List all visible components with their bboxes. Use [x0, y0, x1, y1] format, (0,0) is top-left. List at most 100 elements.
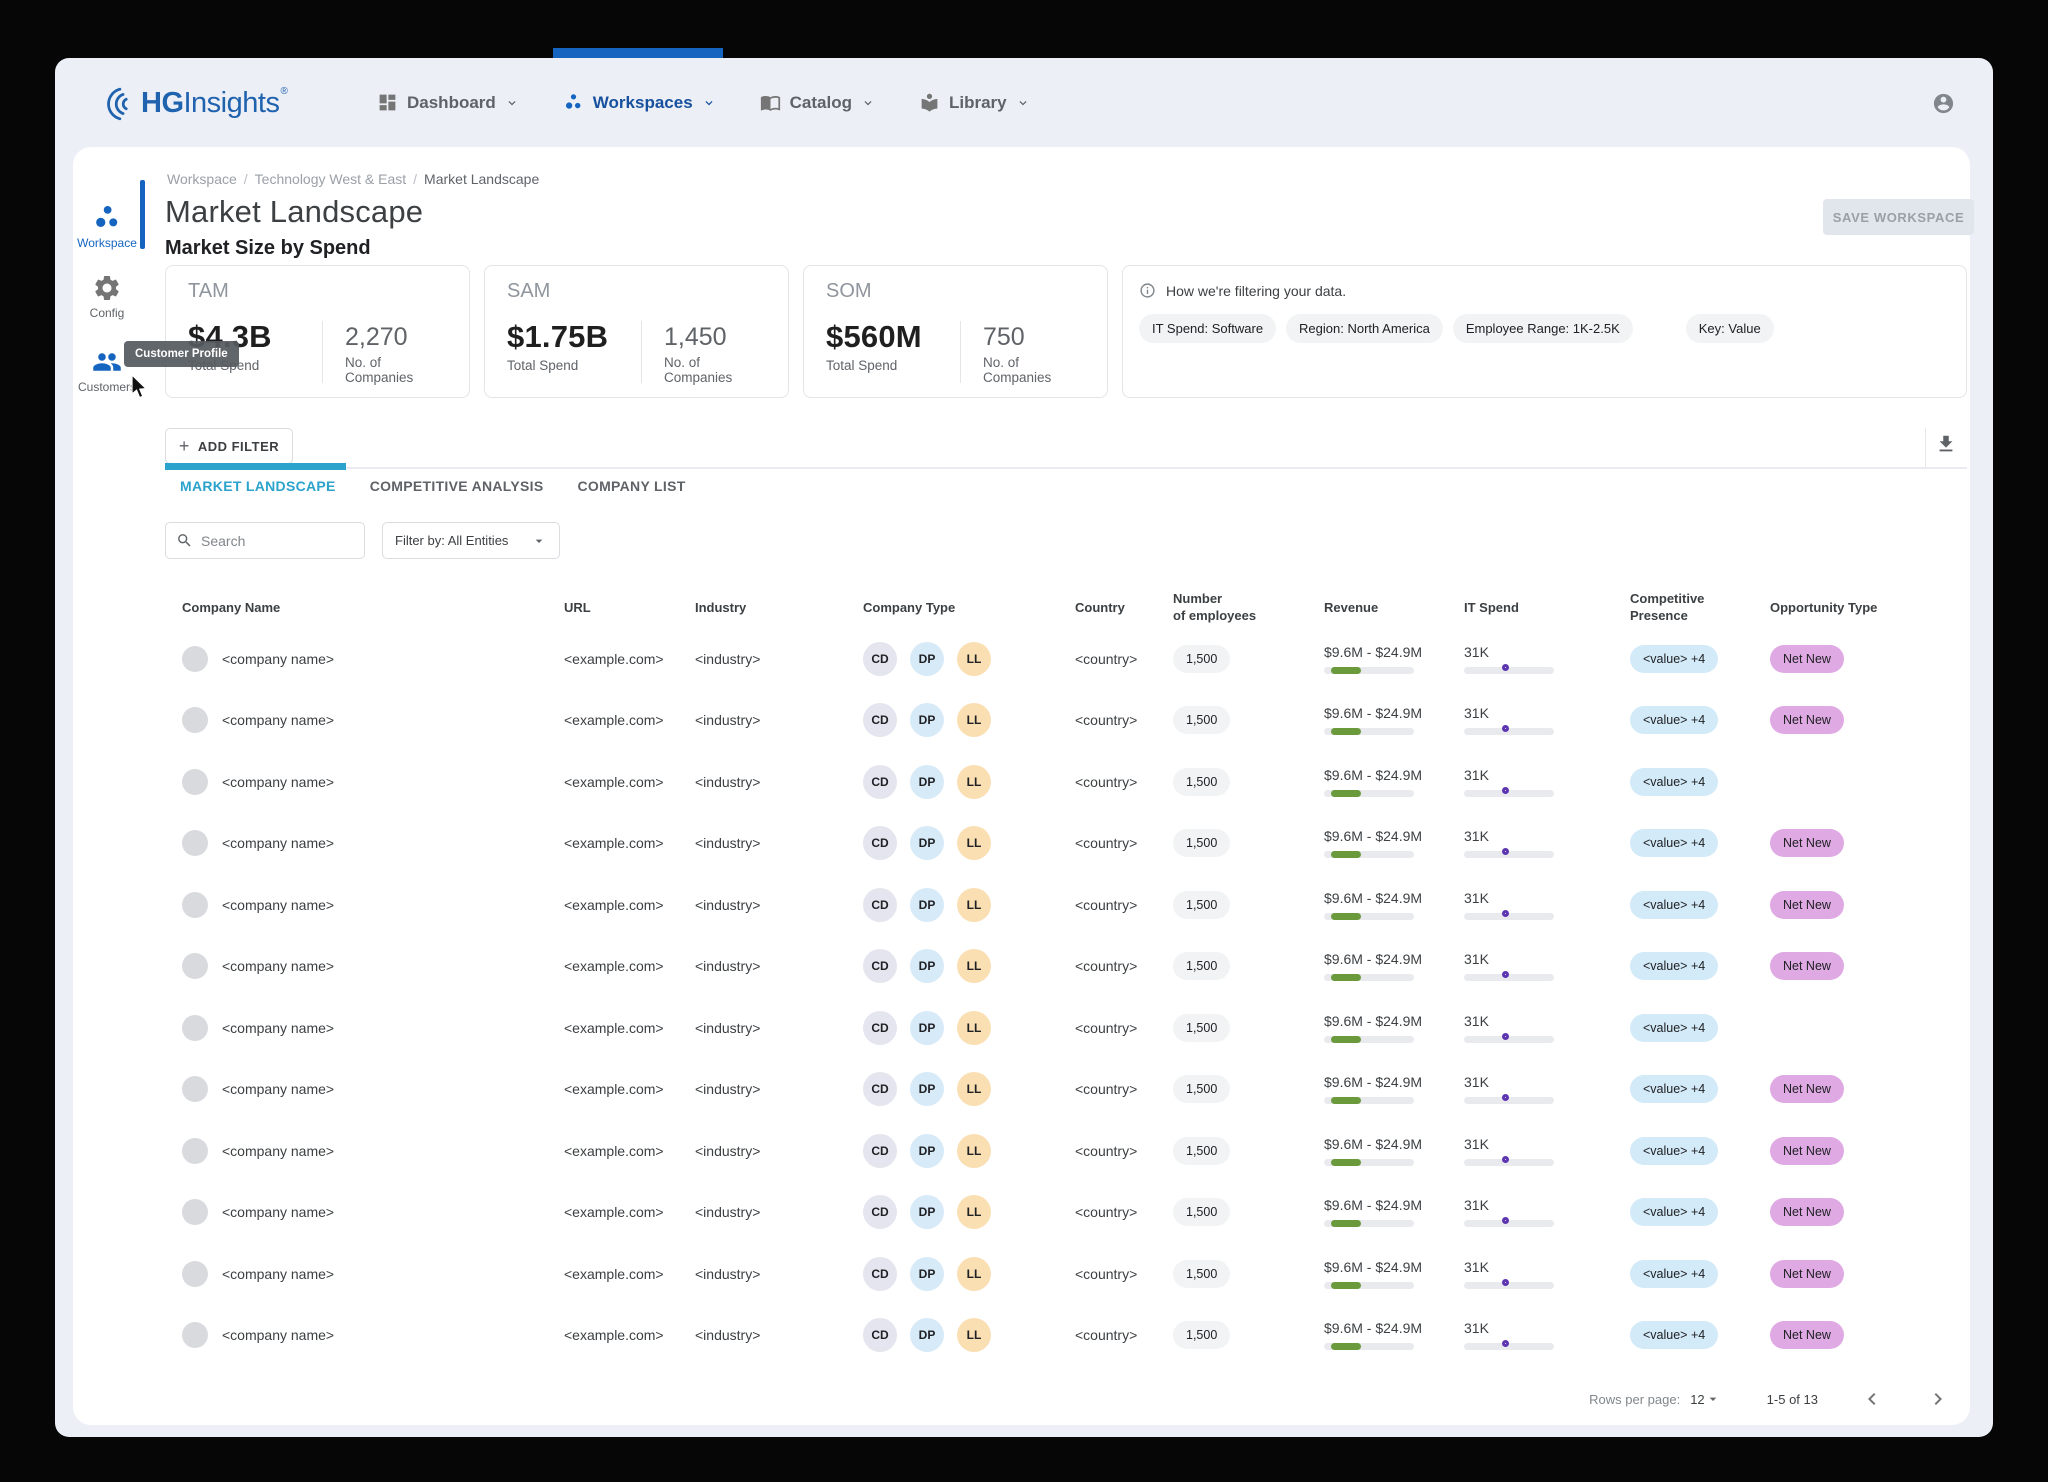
employees-pill: 1,500: [1173, 891, 1230, 919]
table-row[interactable]: <company name> <example.com> <industry> …: [165, 1059, 1967, 1121]
filter-chip-key-value[interactable]: Key: Value: [1686, 314, 1774, 343]
tabs: MARKET LANDSCAPE COMPETITIVE ANALYSIS CO…: [180, 478, 686, 494]
table-row[interactable]: <company name> <example.com> <industry> …: [165, 690, 1967, 752]
revenue-bar-fill: [1331, 974, 1361, 981]
nav-label: Dashboard: [407, 93, 496, 113]
company-type-chips: CDDPLL: [863, 1257, 1075, 1291]
main-panel: Workspace Config Customers Workspace/Tec…: [73, 147, 1970, 1425]
company-avatar: [182, 769, 208, 795]
tab-market-landscape[interactable]: MARKET LANDSCAPE: [180, 478, 336, 494]
nav-items: Dashboard Workspaces Catalog Library: [377, 58, 1030, 147]
company-type-chip: CD: [863, 888, 897, 922]
table-header: Company Name URL Industry Company Type C…: [165, 587, 1967, 627]
mouse-cursor: [130, 374, 152, 400]
table-row[interactable]: <company name> <example.com> <industry> …: [165, 813, 1967, 875]
company-type-chip: DP: [910, 1011, 944, 1045]
company-industry: <industry>: [695, 1081, 760, 1097]
company-avatar: [182, 830, 208, 856]
rows-per-page-select[interactable]: 12: [1690, 1391, 1720, 1407]
table-row[interactable]: <company name> <example.com> <industry> …: [165, 874, 1967, 936]
table-row[interactable]: <company name> <example.com> <industry> …: [165, 1120, 1967, 1182]
nav-workspaces[interactable]: Workspaces: [563, 92, 716, 113]
column-header: Revenue: [1324, 599, 1464, 616]
stat-card-som: SOM $560M Total Spend 750 No. of Compani…: [803, 265, 1108, 398]
filter-by-dropdown[interactable]: Filter by: All Entities: [382, 522, 560, 559]
it-spend-slider-track: [1464, 1282, 1554, 1289]
revenue-bar-track: [1324, 1220, 1414, 1227]
nav-dashboard[interactable]: Dashboard: [377, 92, 519, 113]
opportunity-type-pill: Net New: [1770, 1198, 1844, 1226]
company-industry: <industry>: [695, 1327, 760, 1343]
filter-chip[interactable]: Region: North America: [1286, 314, 1443, 343]
table-row[interactable]: <company name> <example.com> <industry> …: [165, 997, 1967, 1059]
company-country: <country>: [1075, 1266, 1137, 1282]
search-box[interactable]: [165, 522, 365, 559]
tab-company-list[interactable]: COMPANY LIST: [577, 478, 685, 494]
company-type-chips: CDDPLL: [863, 1195, 1075, 1229]
nav-library[interactable]: Library: [919, 92, 1030, 113]
company-type-chip: LL: [957, 888, 991, 922]
table-row[interactable]: <company name> <example.com> <industry> …: [165, 936, 1967, 998]
search-input[interactable]: [201, 533, 354, 549]
breadcrumb: Workspace/Technology West & East/Market …: [167, 171, 539, 187]
it-spend-value: 31K: [1464, 951, 1489, 967]
it-spend-slider-marker: [1502, 787, 1509, 794]
save-workspace-button[interactable]: SAVE WORKSPACE: [1823, 199, 1974, 235]
company-name: <company name>: [222, 1266, 334, 1282]
tab-competitive-analysis[interactable]: COMPETITIVE ANALYSIS: [370, 478, 544, 494]
previous-page-button[interactable]: [1860, 1387, 1884, 1411]
company-type-chip: CD: [863, 1134, 897, 1168]
company-url: <example.com>: [564, 712, 664, 728]
company-name: <company name>: [222, 1327, 334, 1343]
stats-row: TAM $4.3B Total Spend 2,270 No. of Compa…: [165, 265, 1967, 398]
competitive-presence-pill: <value> +4: [1630, 1260, 1718, 1288]
download-button[interactable]: [1935, 433, 1959, 457]
company-type-chip: CD: [863, 1318, 897, 1352]
employees-pill: 1,500: [1173, 706, 1230, 734]
breadcrumb-item[interactable]: Workspace: [167, 171, 237, 187]
company-country: <country>: [1075, 1081, 1137, 1097]
chevron-down-icon: [861, 96, 875, 110]
it-spend-slider-track: [1464, 790, 1554, 797]
brand-insights: Insights: [184, 86, 280, 120]
add-filter-button[interactable]: + ADD FILTER: [165, 428, 293, 464]
add-filter-label: ADD FILTER: [198, 439, 279, 454]
competitive-presence-pill: <value> +4: [1630, 1014, 1718, 1042]
account-button[interactable]: [1932, 92, 1955, 115]
table-row[interactable]: <company name> <example.com> <industry> …: [165, 1182, 1967, 1244]
company-type-chip: CD: [863, 1072, 897, 1106]
column-header: URL: [564, 599, 695, 616]
company-type-chips: CDDPLL: [863, 1318, 1075, 1352]
customers-people-icon: [92, 347, 122, 377]
sidebar-item-workspace[interactable]: Workspace: [69, 203, 145, 250]
revenue-bar-fill: [1331, 790, 1361, 797]
company-country: <country>: [1075, 1204, 1137, 1220]
hg-insights-logo[interactable]: HGInsights®: [105, 86, 288, 122]
library-icon: [919, 92, 940, 113]
revenue-range: $9.6M - $24.9M: [1324, 1013, 1422, 1029]
employees-pill: 1,500: [1173, 1014, 1230, 1042]
filter-chip[interactable]: Employee Range: 1K-2.5K: [1453, 314, 1633, 343]
top-nav: HGInsights® Dashboard Workspaces Catalog: [55, 58, 1993, 147]
company-url: <example.com>: [564, 1020, 664, 1036]
it-spend-value: 31K: [1464, 1259, 1489, 1275]
filter-chip[interactable]: IT Spend: Software: [1139, 314, 1276, 343]
breadcrumb-item[interactable]: Technology West & East: [255, 171, 406, 187]
stat-count-label: No. of Companies: [664, 355, 766, 385]
company-industry: <industry>: [695, 897, 760, 913]
nav-label: Catalog: [790, 93, 852, 113]
employees-pill: 1,500: [1173, 1137, 1230, 1165]
company-type-chip: CD: [863, 1011, 897, 1045]
table-row[interactable]: <company name> <example.com> <industry> …: [165, 628, 1967, 690]
table-row[interactable]: <company name> <example.com> <industry> …: [165, 1305, 1967, 1367]
nav-catalog[interactable]: Catalog: [760, 92, 875, 113]
opportunity-type-pill: Net New: [1770, 891, 1844, 919]
table-row[interactable]: <company name> <example.com> <industry> …: [165, 751, 1967, 813]
opportunity-type-pill: Net New: [1770, 952, 1844, 980]
company-type-chip: CD: [863, 1257, 897, 1291]
company-type-chip: LL: [957, 703, 991, 737]
next-page-button[interactable]: [1926, 1387, 1950, 1411]
table-row[interactable]: <company name> <example.com> <industry> …: [165, 1243, 1967, 1305]
revenue-range: $9.6M - $24.9M: [1324, 767, 1422, 783]
sidebar-item-config[interactable]: Config: [69, 273, 145, 320]
